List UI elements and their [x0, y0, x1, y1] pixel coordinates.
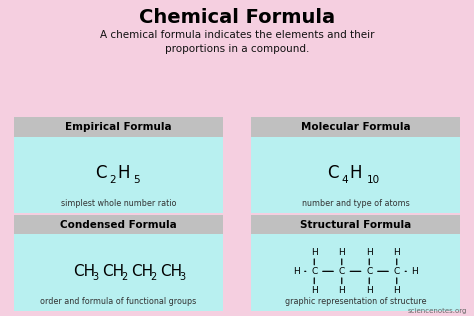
FancyBboxPatch shape	[14, 137, 223, 213]
Text: H: H	[118, 164, 130, 182]
Text: C: C	[311, 267, 318, 276]
Text: H: H	[293, 267, 300, 276]
FancyBboxPatch shape	[14, 215, 223, 234]
Text: H: H	[393, 286, 400, 295]
Text: H: H	[366, 248, 373, 257]
Text: A chemical formula indicates the elements and their
proportions in a compound.: A chemical formula indicates the element…	[100, 30, 374, 54]
Text: H: H	[366, 286, 373, 295]
Text: Molecular Formula: Molecular Formula	[301, 122, 410, 132]
Text: Structural Formula: Structural Formula	[300, 220, 411, 230]
Text: H: H	[411, 267, 418, 276]
Text: graphic representation of structure: graphic representation of structure	[285, 297, 426, 306]
Text: H: H	[311, 286, 318, 295]
Text: H: H	[393, 248, 400, 257]
Text: H: H	[311, 248, 318, 257]
FancyBboxPatch shape	[251, 117, 460, 137]
Text: C: C	[338, 267, 345, 276]
Text: 3: 3	[92, 272, 99, 282]
Text: H: H	[338, 286, 345, 295]
FancyBboxPatch shape	[251, 137, 460, 213]
Text: C: C	[95, 164, 106, 182]
FancyBboxPatch shape	[14, 117, 223, 137]
Text: simplest whole number ratio: simplest whole number ratio	[61, 199, 176, 208]
Text: 5: 5	[134, 175, 140, 185]
Text: H: H	[338, 248, 345, 257]
Text: number and type of atoms: number and type of atoms	[301, 199, 410, 208]
Text: Chemical Formula: Chemical Formula	[139, 8, 335, 27]
Text: CH: CH	[73, 264, 96, 279]
Text: CH: CH	[102, 264, 125, 279]
Text: order and formula of functional groups: order and formula of functional groups	[40, 297, 197, 306]
Text: C: C	[327, 164, 338, 182]
Text: 2: 2	[109, 175, 116, 185]
FancyBboxPatch shape	[14, 234, 223, 311]
Text: 10: 10	[366, 175, 380, 185]
Text: 2: 2	[150, 272, 156, 282]
Text: CH: CH	[160, 264, 182, 279]
Text: Condensed Formula: Condensed Formula	[60, 220, 177, 230]
Text: H: H	[350, 164, 362, 182]
Text: C: C	[393, 267, 400, 276]
Text: 4: 4	[341, 175, 348, 185]
Text: sciencenotes.org: sciencenotes.org	[408, 308, 467, 314]
FancyBboxPatch shape	[251, 234, 460, 311]
Text: 3: 3	[179, 272, 185, 282]
Text: Empirical Formula: Empirical Formula	[65, 122, 172, 132]
FancyBboxPatch shape	[251, 215, 460, 234]
Text: CH: CH	[131, 264, 154, 279]
Text: C: C	[366, 267, 373, 276]
Text: 2: 2	[121, 272, 128, 282]
